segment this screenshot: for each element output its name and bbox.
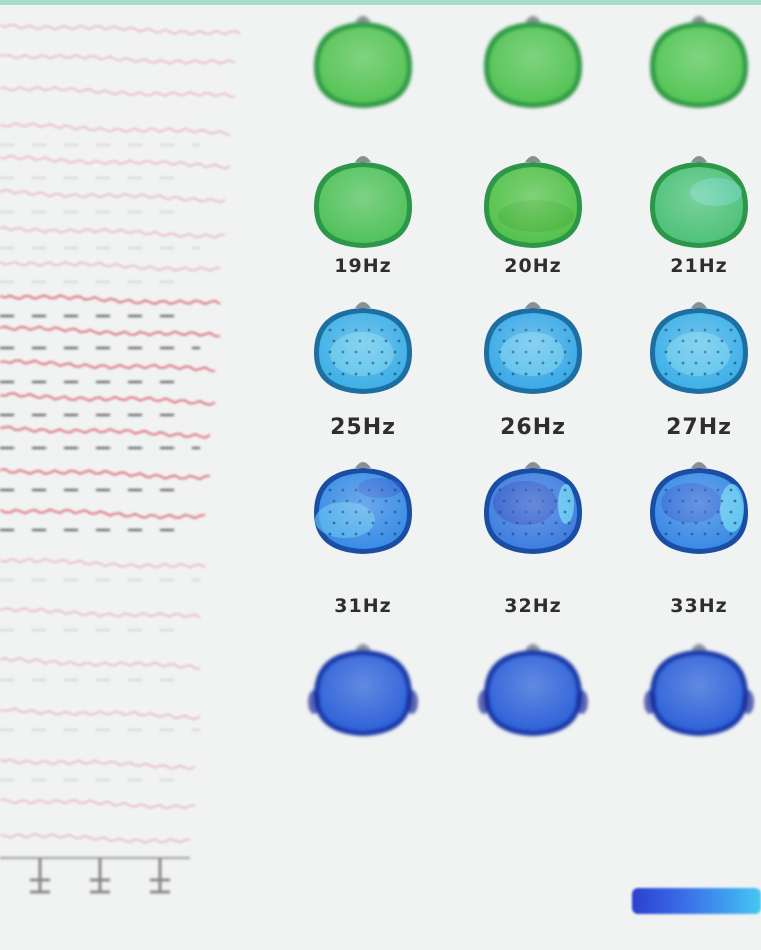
eeg-trace xyxy=(0,833,191,844)
topographic-head-map xyxy=(300,640,426,740)
frequency-label: 26Hz xyxy=(500,415,566,440)
eeg-trace xyxy=(0,155,231,170)
eeg-axis-marker xyxy=(90,858,110,894)
eeg-trace xyxy=(0,508,206,520)
frequency-label: 33Hz xyxy=(670,595,728,617)
eeg-trace xyxy=(0,86,236,98)
topographic-head-map xyxy=(636,12,761,112)
frequency-label: 21Hz xyxy=(670,255,728,277)
frequency-label: 20Hz xyxy=(504,255,562,277)
topographic-head-map xyxy=(470,298,596,398)
frequency-label: 27Hz xyxy=(666,415,732,440)
topographic-head-map xyxy=(636,152,761,252)
eeg-trace xyxy=(0,657,201,670)
frequency-label: 31Hz xyxy=(334,595,392,617)
eeg-trace xyxy=(0,392,216,406)
eeg-trace xyxy=(0,24,241,36)
eeg-trace xyxy=(0,468,211,480)
eeg-trace xyxy=(0,226,226,239)
eeg-trace xyxy=(0,189,226,204)
eeg-trace xyxy=(0,294,221,305)
topographic-head-map xyxy=(300,12,426,112)
eeg-traces-panel xyxy=(0,24,241,894)
topographic-head-map xyxy=(636,640,761,740)
topographic-head-map xyxy=(470,152,596,252)
eeg-axis-marker xyxy=(150,858,170,894)
eeg-axis-marker xyxy=(30,858,50,894)
eeg-trace xyxy=(0,607,201,619)
eeg-trace xyxy=(0,54,236,65)
eeg-trace xyxy=(0,359,216,373)
topographic-head-map xyxy=(636,458,761,558)
topographic-head-map xyxy=(300,298,426,398)
eeg-trace xyxy=(0,758,196,770)
topographic-head-map xyxy=(470,12,596,112)
topographic-head-map xyxy=(470,458,596,558)
topographic-head-map xyxy=(300,458,426,558)
eeg-trace xyxy=(0,261,221,272)
frequency-label: 25Hz xyxy=(330,415,396,440)
top-accent-bar xyxy=(0,0,761,5)
eeg-trace xyxy=(0,558,206,569)
eeg-trace xyxy=(0,122,231,136)
topographic-head-map xyxy=(470,640,596,740)
eeg-trace xyxy=(0,325,221,338)
eeg-trace xyxy=(0,425,211,439)
colorbar xyxy=(632,888,761,914)
frequency-label: 32Hz xyxy=(504,595,562,617)
topographic-head-map xyxy=(636,298,761,398)
eeg-trace xyxy=(0,798,196,810)
topographic-head-map xyxy=(300,152,426,252)
eeg-trace xyxy=(0,707,201,720)
frequency-label: 19Hz xyxy=(334,255,392,277)
